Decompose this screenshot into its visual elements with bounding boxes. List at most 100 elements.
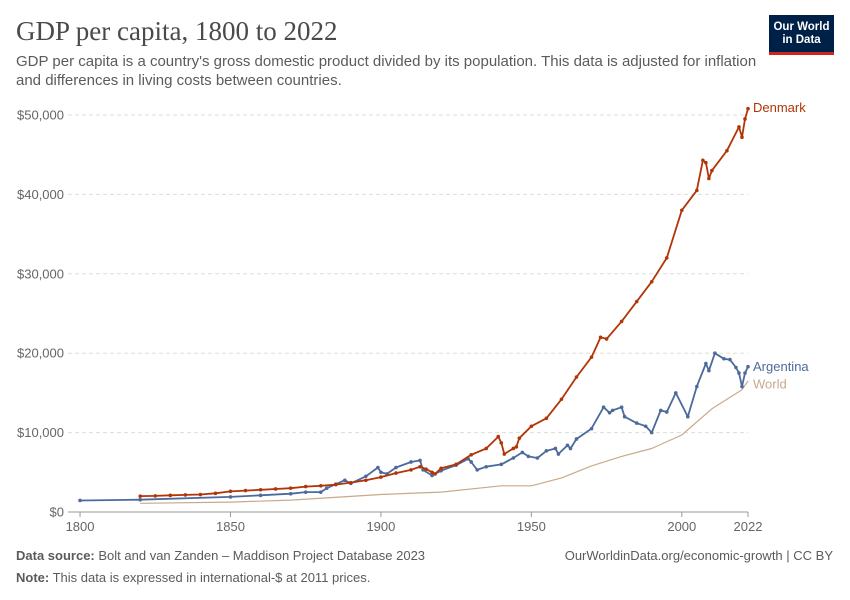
data-source: Data source: Bolt and van Zanden – Maddi… [16, 548, 425, 563]
denmark-point [379, 475, 383, 479]
argentina-point [288, 491, 293, 496]
argentina-point [376, 465, 380, 470]
source-text: Bolt and van Zanden – Maddison Project D… [98, 548, 426, 563]
argentina-point [643, 424, 648, 429]
denmark-point [743, 117, 747, 121]
denmark-point [288, 486, 293, 490]
argentina-point [544, 449, 549, 453]
line-chart: $0 $10,000 $20,000 $30,000 $40,000 $50,000 180… [17, 100, 809, 534]
argentina-point [553, 446, 558, 451]
denmark-point [634, 299, 639, 304]
argentina-point [526, 454, 531, 459]
denmark-point [454, 462, 458, 467]
denmark-point [394, 471, 398, 475]
argentina-point [379, 470, 383, 475]
argentina-point [713, 351, 717, 356]
argentina-point [728, 357, 732, 362]
source-label: Data source: [16, 548, 95, 563]
argentina-point [695, 384, 699, 389]
denmark-point [701, 158, 705, 163]
denmark-point [499, 441, 504, 445]
argentina-point [568, 446, 573, 451]
argentina-point [634, 421, 639, 425]
note-text: This data is expressed in international-… [52, 570, 371, 585]
denmark-point [589, 355, 594, 359]
denmark-point [598, 335, 603, 340]
y-tick-label: $30,000 [17, 266, 64, 281]
denmark-point [138, 494, 143, 498]
denmark-point [707, 176, 711, 181]
argentina-point [138, 497, 143, 502]
y-tick-label: $10,000 [17, 425, 64, 440]
logo-line-2: in Data [782, 33, 821, 46]
denmark-point [168, 493, 173, 498]
denmark-point [333, 482, 338, 487]
denmark-point [418, 464, 422, 469]
argentina-point [743, 371, 747, 375]
denmark-point [318, 483, 323, 488]
y-tick-label: $40,000 [17, 187, 64, 202]
grid [68, 114, 749, 517]
argentina-point [722, 356, 726, 361]
argentina-point [601, 405, 606, 409]
argentina-point [740, 384, 744, 389]
argentina-point [418, 458, 422, 463]
denmark-point [619, 319, 624, 324]
denmark-point [424, 467, 428, 471]
denmark-point [695, 188, 699, 193]
argentina-point [658, 408, 663, 413]
argentina-point [484, 464, 489, 469]
denmark-point [704, 160, 708, 165]
argentina-point [619, 405, 624, 409]
denmark-point [604, 337, 609, 341]
argentina-point [746, 364, 750, 369]
argentina-point [430, 473, 434, 478]
argentina-point [686, 414, 690, 419]
argentina-point [707, 368, 711, 373]
denmark-point [680, 208, 684, 213]
denmark-point [664, 256, 669, 260]
denmark-point [183, 493, 188, 497]
denmark-point [430, 470, 434, 475]
denmark-point [409, 468, 413, 472]
denmark-point [514, 445, 519, 449]
argentina-point [511, 456, 516, 460]
chart-subtitle: GDP per capita is a country's gross dome… [16, 53, 757, 89]
denmark-point [349, 480, 353, 485]
argentina-point [469, 460, 473, 464]
source-url-link[interactable]: OurWorldinData.org/economic-growth | CC … [564, 548, 833, 563]
argentina-point [520, 450, 525, 455]
denmark-line [140, 108, 749, 497]
denmark-point [228, 489, 233, 494]
argentina-point [318, 490, 323, 494]
argentina-point [303, 490, 308, 494]
series-layer [78, 106, 750, 504]
denmark-point [710, 168, 714, 173]
denmark-point [746, 106, 750, 111]
x-tick-label: 1900 [366, 519, 395, 534]
denmark-point [502, 452, 507, 456]
argentina-point [565, 443, 570, 448]
denmark-point [574, 375, 579, 379]
denmark-point [303, 484, 308, 489]
world-line [140, 380, 749, 504]
argentina-point [394, 465, 398, 470]
argentina-point [258, 493, 263, 498]
x-tick-label: 2000 [667, 519, 696, 534]
argentina-point [673, 391, 678, 395]
note-label: Note: [16, 570, 50, 585]
owid-logo[interactable]: Our World in Data [769, 15, 834, 55]
argentina-point [475, 468, 480, 472]
argentina-point [364, 474, 368, 479]
argentina-point [664, 410, 669, 414]
denmark-point [198, 492, 203, 497]
argentina-point [499, 462, 504, 467]
denmark-point [364, 478, 368, 483]
argentina-point [324, 486, 329, 490]
argentina-point [556, 452, 561, 456]
argentina-point [535, 456, 540, 460]
denmark-point [737, 125, 741, 129]
argentina-point [610, 408, 615, 413]
denmark-point [559, 397, 564, 402]
argentina-line [79, 352, 749, 502]
